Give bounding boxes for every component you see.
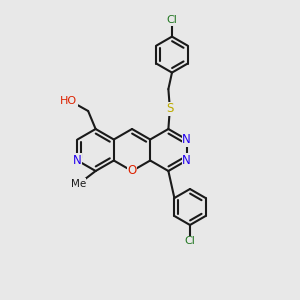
Text: O: O bbox=[128, 164, 136, 178]
Text: Cl: Cl bbox=[184, 236, 195, 247]
Text: Me: Me bbox=[71, 178, 86, 189]
Text: Cl: Cl bbox=[167, 15, 177, 25]
Text: S: S bbox=[166, 102, 174, 115]
Text: N: N bbox=[182, 154, 191, 167]
Text: N: N bbox=[182, 133, 191, 146]
Text: N: N bbox=[73, 154, 82, 167]
Text: HO: HO bbox=[60, 96, 77, 106]
